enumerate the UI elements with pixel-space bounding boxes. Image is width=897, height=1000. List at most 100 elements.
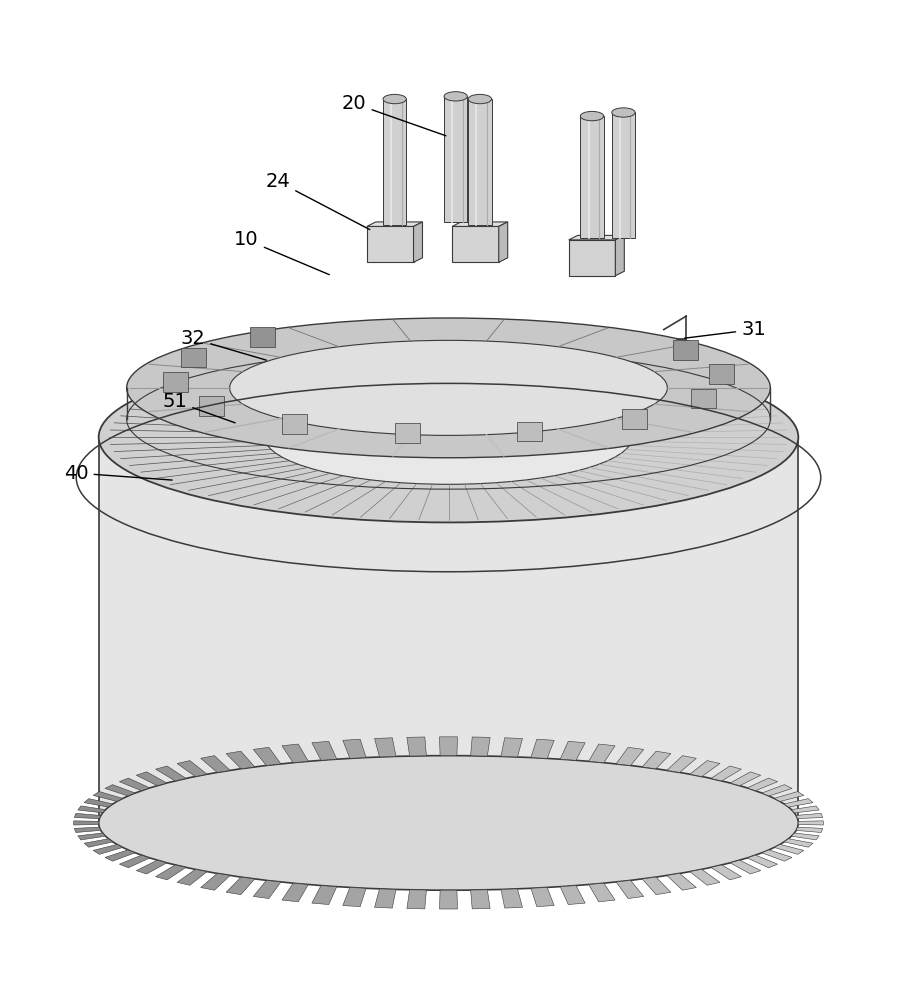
Polygon shape	[471, 890, 490, 909]
Polygon shape	[367, 226, 414, 262]
Polygon shape	[691, 389, 716, 408]
Polygon shape	[181, 348, 206, 367]
Polygon shape	[615, 235, 624, 276]
Polygon shape	[78, 833, 106, 840]
Polygon shape	[444, 96, 467, 222]
Polygon shape	[531, 887, 554, 907]
Polygon shape	[367, 222, 422, 226]
Polygon shape	[440, 737, 457, 756]
Polygon shape	[343, 887, 366, 907]
Polygon shape	[616, 880, 644, 899]
Ellipse shape	[139, 354, 758, 520]
Polygon shape	[452, 226, 499, 262]
Polygon shape	[622, 409, 647, 429]
Polygon shape	[78, 806, 106, 813]
Polygon shape	[642, 751, 671, 769]
Ellipse shape	[99, 756, 798, 890]
Polygon shape	[499, 222, 508, 262]
Polygon shape	[791, 833, 819, 840]
Polygon shape	[199, 396, 224, 416]
Polygon shape	[501, 738, 522, 757]
Polygon shape	[762, 850, 792, 861]
Polygon shape	[343, 739, 366, 758]
Polygon shape	[201, 756, 231, 772]
Polygon shape	[105, 785, 135, 796]
Ellipse shape	[444, 92, 467, 101]
Polygon shape	[452, 222, 508, 226]
Polygon shape	[471, 737, 490, 756]
Polygon shape	[440, 890, 457, 909]
Polygon shape	[730, 860, 761, 874]
Polygon shape	[119, 778, 150, 791]
Polygon shape	[282, 744, 309, 763]
Polygon shape	[375, 738, 396, 757]
Polygon shape	[282, 883, 309, 902]
Polygon shape	[690, 869, 720, 885]
Polygon shape	[93, 792, 123, 801]
Text: 51: 51	[162, 392, 235, 423]
Polygon shape	[642, 877, 671, 895]
Polygon shape	[774, 844, 804, 854]
Polygon shape	[312, 741, 336, 760]
Polygon shape	[612, 112, 635, 238]
Polygon shape	[690, 761, 720, 777]
Polygon shape	[74, 821, 99, 825]
Polygon shape	[177, 761, 207, 777]
Polygon shape	[588, 744, 615, 763]
Polygon shape	[226, 877, 255, 895]
Ellipse shape	[468, 94, 492, 104]
Polygon shape	[666, 756, 696, 772]
Polygon shape	[250, 327, 275, 347]
Polygon shape	[282, 414, 307, 434]
Polygon shape	[791, 806, 819, 813]
Ellipse shape	[274, 392, 623, 482]
Ellipse shape	[612, 108, 635, 117]
Polygon shape	[226, 751, 255, 769]
Polygon shape	[762, 785, 792, 796]
Polygon shape	[155, 766, 186, 781]
Polygon shape	[517, 422, 542, 441]
Polygon shape	[84, 839, 113, 847]
Polygon shape	[588, 883, 615, 902]
Polygon shape	[163, 372, 188, 392]
Polygon shape	[136, 772, 167, 786]
Polygon shape	[74, 813, 100, 819]
Polygon shape	[784, 799, 813, 807]
Ellipse shape	[99, 352, 798, 522]
Ellipse shape	[265, 390, 632, 484]
Polygon shape	[407, 890, 426, 909]
Polygon shape	[797, 827, 823, 832]
Polygon shape	[797, 813, 823, 819]
Text: 31: 31	[684, 320, 766, 339]
Polygon shape	[616, 747, 644, 765]
Ellipse shape	[580, 111, 604, 121]
Polygon shape	[396, 423, 421, 443]
Polygon shape	[747, 855, 778, 868]
Polygon shape	[580, 116, 604, 238]
Polygon shape	[177, 869, 207, 885]
Polygon shape	[774, 792, 804, 801]
Text: 24: 24	[266, 172, 370, 230]
Polygon shape	[155, 865, 186, 880]
Text: 20: 20	[342, 94, 446, 136]
Polygon shape	[747, 778, 778, 791]
Polygon shape	[784, 839, 813, 847]
Polygon shape	[201, 873, 231, 890]
Polygon shape	[253, 747, 281, 765]
Text: 40: 40	[64, 464, 172, 483]
Polygon shape	[561, 741, 585, 760]
Text: 10: 10	[234, 230, 329, 275]
Polygon shape	[119, 855, 150, 868]
Polygon shape	[468, 99, 492, 225]
Polygon shape	[561, 886, 585, 905]
Polygon shape	[253, 880, 281, 899]
Polygon shape	[569, 235, 624, 240]
Polygon shape	[84, 799, 113, 807]
Polygon shape	[93, 844, 123, 854]
Ellipse shape	[383, 94, 406, 104]
Polygon shape	[711, 766, 742, 781]
Polygon shape	[407, 737, 426, 756]
Text: 32: 32	[180, 329, 266, 360]
Polygon shape	[375, 889, 396, 908]
Polygon shape	[711, 865, 742, 880]
